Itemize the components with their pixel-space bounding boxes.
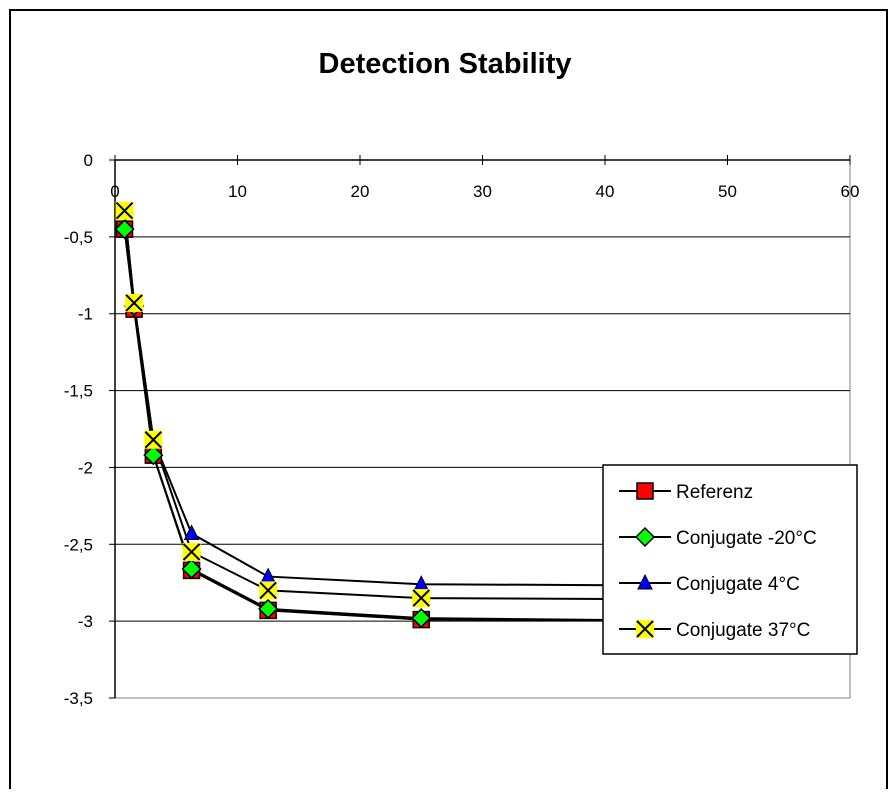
legend-label: Conjugate 4°C bbox=[676, 574, 800, 595]
x-tick-label: 10 bbox=[228, 182, 247, 201]
data-point bbox=[412, 589, 431, 608]
legend-label: Referenz bbox=[676, 482, 753, 503]
x-tick-label: 50 bbox=[718, 182, 737, 201]
legend-marker bbox=[634, 526, 656, 548]
axis-layer: 0 -0,5 -1 -1,5 -2 -2,5 -3 -3,5 0 10 20 30 40 50 60 bbox=[64, 151, 860, 708]
y-tick-label: -3 bbox=[78, 612, 93, 631]
y-tick-label: -3,5 bbox=[64, 689, 93, 708]
data-point-cross bbox=[259, 581, 277, 600]
data-point-cross bbox=[182, 543, 201, 561]
y-tick-label: -1,5 bbox=[64, 382, 93, 401]
data-point bbox=[182, 542, 201, 561]
data-point bbox=[181, 558, 202, 579]
x-tick-label: 40 bbox=[596, 182, 615, 201]
legend-marker bbox=[637, 573, 653, 590]
x-tick-label: 0 bbox=[110, 182, 119, 201]
legend-marker bbox=[636, 482, 654, 500]
y-tick-label: -1 bbox=[78, 305, 93, 324]
data-point-cross bbox=[412, 589, 430, 607]
y-tick-label: 0 bbox=[84, 151, 93, 170]
legend-marker bbox=[636, 620, 654, 638]
data-point bbox=[143, 445, 164, 466]
data-point bbox=[183, 524, 200, 541]
data-point bbox=[144, 430, 163, 449]
x-tick-label: 20 bbox=[351, 182, 370, 201]
chart-title: Detection Stability bbox=[319, 48, 572, 80]
data-point-cross bbox=[144, 431, 163, 449]
y-tick-label: -2 bbox=[78, 458, 93, 477]
data-point bbox=[114, 219, 135, 240]
data-point bbox=[259, 581, 278, 600]
data-point-cross bbox=[636, 620, 654, 638]
y-tick-label: -0,5 bbox=[64, 228, 93, 247]
data-point bbox=[115, 201, 134, 220]
legend-label: Conjugate -20°C bbox=[676, 528, 817, 549]
data-point bbox=[125, 293, 144, 312]
y-tick-label: -2,5 bbox=[64, 535, 93, 554]
data-point bbox=[411, 608, 432, 629]
x-tick-label: 30 bbox=[473, 182, 492, 201]
data-point-cross bbox=[115, 202, 134, 220]
data-point-cross bbox=[125, 294, 143, 312]
legend: Referenz Conjugate -20°C Conjugate 4°C Conj… bbox=[602, 464, 858, 655]
legend-label: Conjugate 37°C bbox=[676, 620, 810, 641]
x-tick-label: 60 bbox=[841, 182, 860, 201]
data-point bbox=[258, 598, 279, 619]
